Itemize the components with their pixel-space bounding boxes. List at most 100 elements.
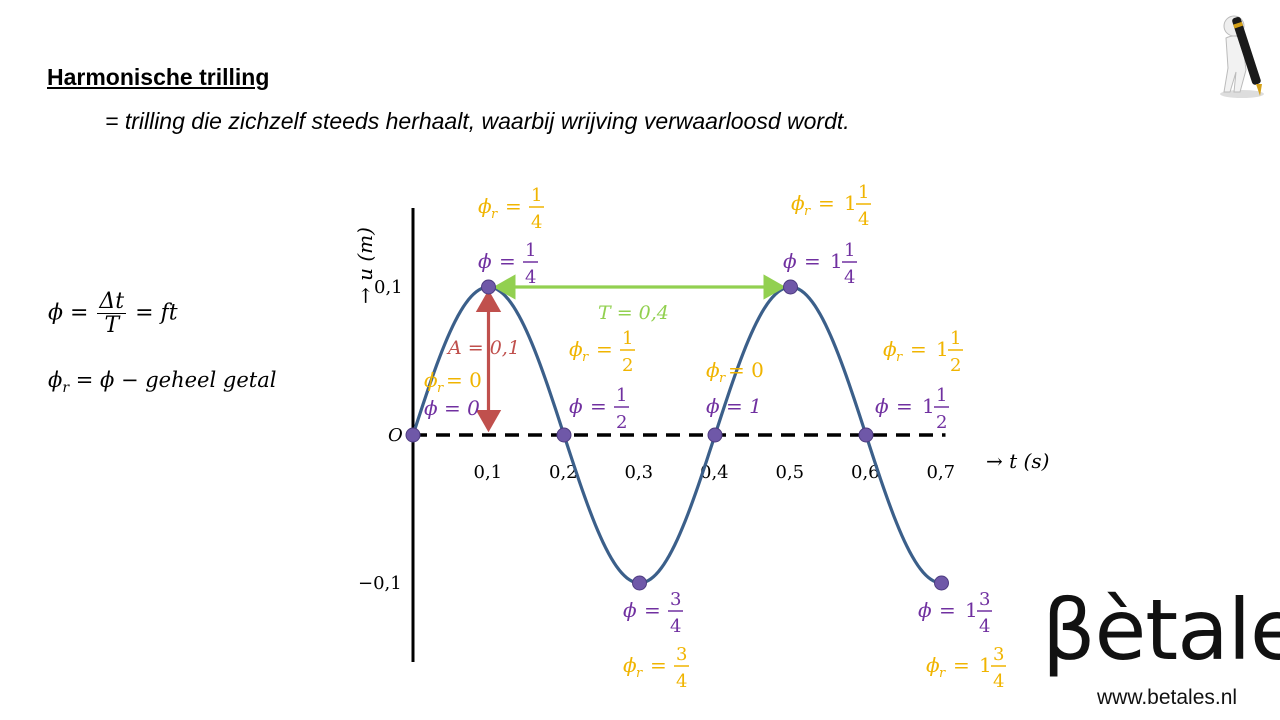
x-tick-label: 0,5 — [776, 462, 805, 483]
phase-numerator: 1 — [936, 385, 947, 406]
x-axis-title: → t (s) — [986, 449, 1049, 473]
data-point — [783, 279, 798, 295]
phase-formula-denominator: T — [104, 313, 120, 339]
data-point — [405, 427, 421, 443]
betales-logo: βètales — [1042, 581, 1280, 679]
phase-numerator: 1 — [616, 385, 627, 406]
phase-subscript: r — [437, 381, 444, 396]
x-tick-label: 0,6 — [851, 462, 880, 483]
phase-formula: ϕ = Δt T = ft — [48, 290, 178, 337]
data-point — [707, 427, 723, 443]
y-tick-label: 0,1 — [374, 277, 403, 298]
phase-denominator: 4 — [531, 212, 542, 233]
phase-value: ϕ = 0 — [424, 396, 480, 420]
phase-whole: 1 — [965, 598, 978, 622]
phase-whole: 1 — [844, 191, 857, 215]
phase-symbol: ϕ — [926, 653, 940, 677]
equals-sign: = — [910, 337, 927, 361]
phase-whole: 1 — [936, 337, 949, 361]
phase-symbol: ϕ — [783, 249, 797, 273]
betales-url: www.betales.nl — [1097, 686, 1238, 709]
phase-subscript: r — [636, 666, 643, 681]
writer-figure-icon — [1220, 15, 1264, 98]
definition-text: = trilling die zichzelf steeds herhaalt,… — [105, 108, 850, 134]
reduced-phase-label: ϕ r = 1 2 — [569, 328, 635, 376]
arrow-group: T = 0,4 A = 0,1 — [446, 274, 786, 433]
phase-numerator: 1 — [531, 185, 542, 206]
phase-denominator: 2 — [622, 355, 633, 376]
phase-numerator: 3 — [979, 589, 990, 610]
phase-label: ϕ = 0 — [424, 396, 480, 420]
x-tick-label: 0,2 — [549, 462, 578, 483]
phase-numerator: 1 — [622, 328, 633, 349]
period-label: T = 0,4 — [598, 302, 669, 324]
reduced-phase-label: ϕ r = 1 14 — [791, 182, 871, 230]
phase-denominator: 4 — [844, 267, 855, 288]
points-group — [405, 279, 949, 591]
phase-subscript: r — [582, 350, 589, 365]
phase-label: ϕ = 1 14 — [783, 240, 857, 288]
reduced-phase-label: ϕ r = 1 4 — [478, 185, 544, 233]
phase-symbol: ϕ — [791, 191, 805, 215]
phase-label: ϕ = 1 12 — [875, 385, 949, 433]
equals-sign: = — [818, 191, 835, 215]
phase-value: ϕ = 1 — [706, 394, 762, 418]
amplitude-label: A = 0,1 — [446, 337, 520, 359]
phase-label: ϕ = 1 4 — [478, 240, 538, 288]
phase-whole: 1 — [830, 249, 843, 273]
phase-value: = 0 — [446, 368, 482, 392]
phase-symbol: ϕ — [478, 249, 492, 273]
phase-symbol: ϕ — [623, 653, 637, 677]
equals-sign: = — [953, 653, 970, 677]
reduced-phase-subscript: r — [62, 380, 70, 397]
phase-symbol: ϕ — [883, 337, 897, 361]
phase-symbol: ϕ — [478, 194, 492, 218]
equals-sign: = — [644, 598, 661, 622]
x-tick-label: 0,4 — [700, 462, 729, 483]
phase-subscript: r — [896, 350, 903, 365]
y-axis-title: → u (m) — [353, 227, 377, 304]
phase-value: = 0 — [728, 358, 764, 382]
data-point — [556, 427, 572, 443]
phase-subscript: r — [719, 371, 726, 386]
phase-numerator: 1 — [950, 328, 961, 349]
data-point — [481, 279, 496, 295]
equals-sign: = — [896, 394, 913, 418]
phase-symbol: ϕ — [569, 337, 583, 361]
y-tick-label: −0,1 — [358, 573, 402, 594]
phase-formula-numerator: Δt — [97, 289, 127, 315]
phase-numerator: 1 — [525, 240, 536, 261]
phase-subscript: r — [491, 207, 498, 222]
axes: → u (m) → t (s) O 0,1 0,2 0,3 0,4 0,5 0,6 0,7 0,1 −… — [353, 208, 1049, 662]
phase-symbol: ϕ — [706, 358, 720, 382]
reduced-phase-symbol: ϕ — [48, 368, 63, 392]
equals-sign: = — [505, 194, 522, 218]
phase-denominator: 4 — [670, 616, 681, 637]
equals-sign: = — [939, 598, 956, 622]
phase-denominator: 4 — [993, 671, 1004, 692]
equals-sign: = — [650, 653, 667, 677]
reduced-phase-label: ϕ r = 1 12 — [883, 328, 963, 376]
phase-numerator: 1 — [858, 182, 869, 203]
x-tick-label: 0,3 — [625, 462, 654, 483]
phase-denominator: 2 — [950, 355, 961, 376]
phase-denominator: 2 — [936, 412, 947, 433]
equals-sign: = — [590, 394, 607, 418]
data-point — [632, 575, 647, 591]
phase-formula-rhs: = ft — [128, 300, 178, 326]
reduced-phase-rhs: = ϕ − geheel getal — [69, 368, 277, 392]
phase-denominator: 4 — [525, 267, 536, 288]
phase-numerator: 3 — [670, 589, 681, 610]
phase-denominator: 4 — [676, 671, 687, 692]
phase-denominator: 4 — [979, 616, 990, 637]
phase-numerator: 1 — [844, 240, 855, 261]
equals-sign: = — [499, 249, 516, 273]
reduced-phase-label: ϕ r = 3 4 — [623, 644, 689, 692]
reduced-phase-label: ϕ r = 1 3 4 — [926, 644, 1006, 692]
phase-whole: 1 — [922, 394, 935, 418]
phase-label: ϕ = 3 4 — [623, 589, 683, 637]
